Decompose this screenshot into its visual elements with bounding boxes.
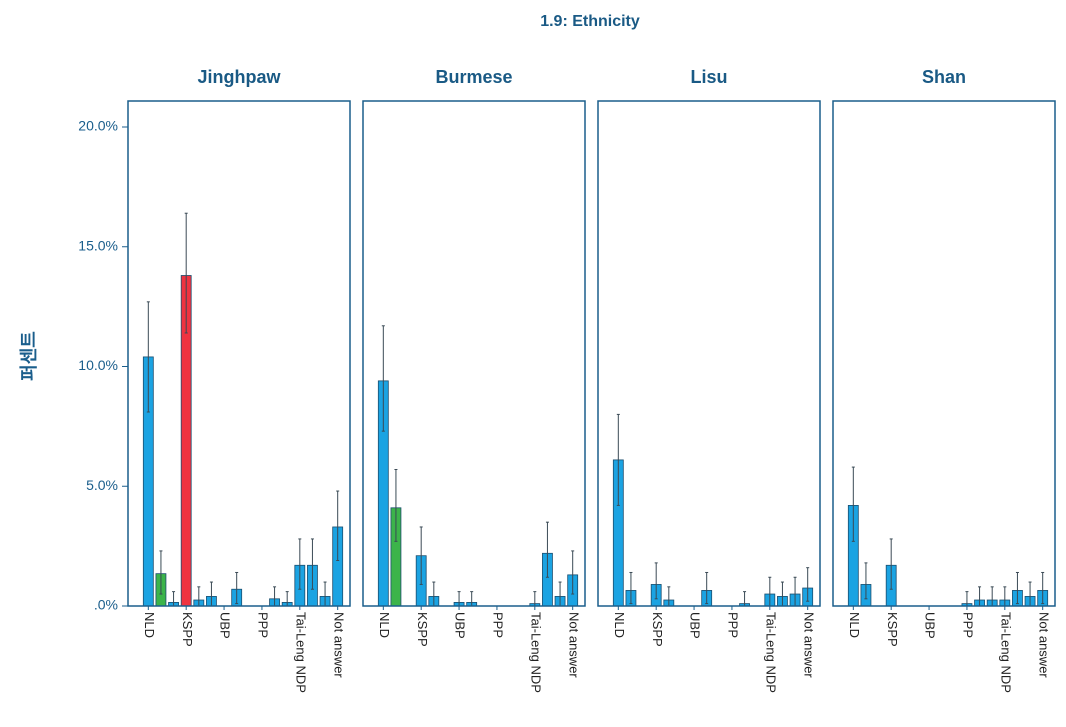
x-tick-label: NLD [142,612,157,638]
panel-frame [362,100,586,607]
x-tick-label: Tai-Leng NDP [293,612,308,693]
panel-frame [127,100,351,607]
x-tick-label: KSPP [415,612,430,647]
y-tick-label: 15.0% [78,237,118,253]
y-tick-label: .0% [94,597,118,613]
x-tick-label: NLD [847,612,862,638]
y-tick-label: 10.0% [78,357,118,373]
x-tick-label: KSPP [650,612,665,647]
chart-title: 1.9: Ethnicity [540,13,640,30]
x-tick-label: PPP [491,612,506,638]
x-tick-label: UBP [218,612,233,639]
x-tick-label: PPP [256,612,271,638]
panel-frame [597,100,821,607]
panel-title: Jinghpaw [197,67,281,87]
x-tick-label: UBP [923,612,938,639]
x-tick-label: UBP [688,612,703,639]
x-tick-label: Tai-Leng NDP [998,612,1013,693]
x-tick-label: PPP [961,612,976,638]
panel-title: Shan [922,67,966,87]
x-tick-label: Not answer [1036,612,1051,678]
x-tick-label: PPP [726,612,741,638]
y-tick-label: 20.0% [78,118,118,134]
x-tick-label: UBP [453,612,468,639]
panel-title: Lisu [690,67,727,87]
x-tick-label: Not answer [566,612,581,678]
y-axis-label: 퍼센트 [19,331,39,381]
x-tick-label: Tai-Leng NDP [528,612,543,693]
x-tick-label: Not answer [331,612,346,678]
y-tick-label: 5.0% [86,477,118,493]
x-tick-label: KSPP [885,612,900,647]
x-tick-label: Tai-Leng NDP [763,612,778,693]
panel-frame [832,100,1056,607]
x-tick-label: NLD [612,612,627,638]
x-tick-label: Not answer [801,612,816,678]
x-tick-label: KSPP [180,612,195,647]
x-tick-label: NLD [377,612,392,638]
panel-title: Burmese [435,67,512,87]
